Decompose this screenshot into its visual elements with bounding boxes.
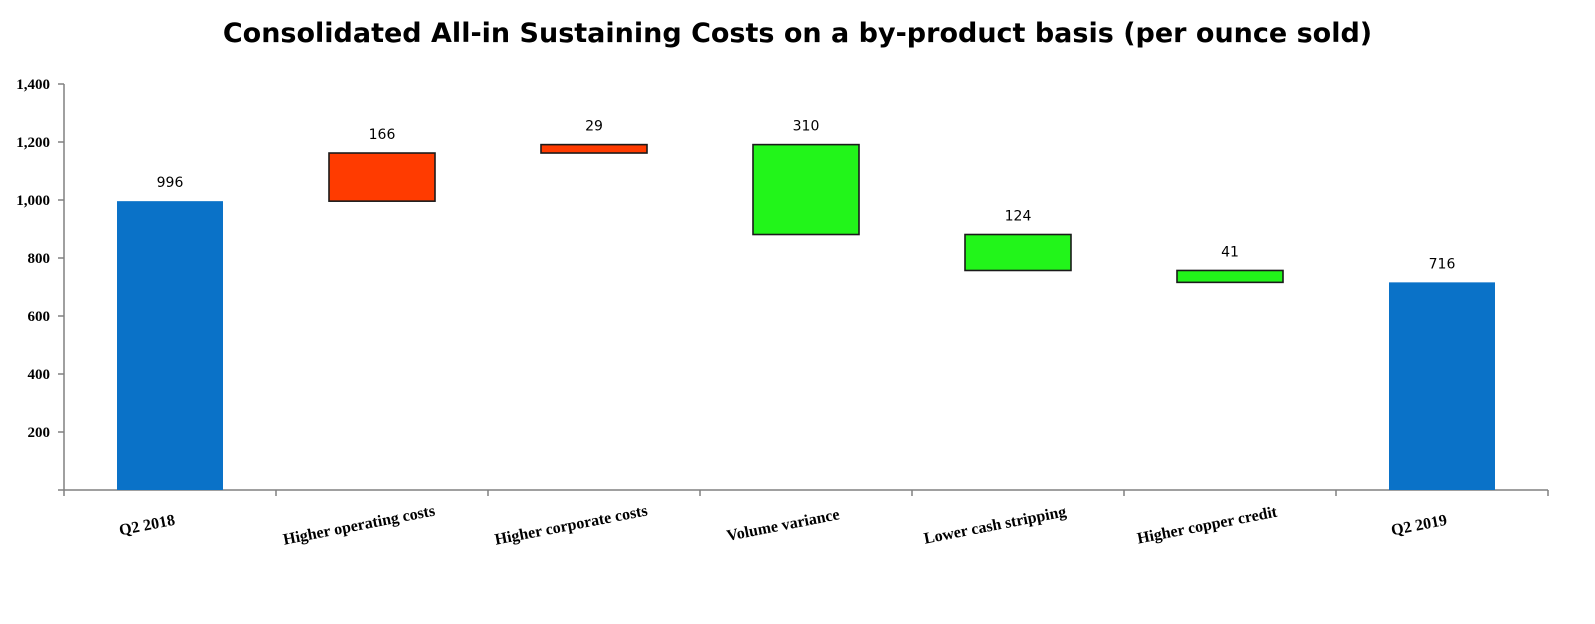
bars-layer: [117, 143, 1495, 490]
y-tick-label: 1,200: [16, 135, 50, 151]
bar-total: [117, 201, 223, 490]
x-axis: [63, 489, 1549, 496]
data-label: 166: [369, 127, 396, 143]
x-labels-layer: Q2 2018 Higher operating costs Higher corp…: [118, 502, 1449, 548]
data-label: 124: [1005, 209, 1032, 225]
x-tick-label: Q2 2018: [118, 512, 177, 539]
x-tick-label: Higher operating costs: [282, 503, 437, 549]
bar-decrease: [964, 233, 1072, 272]
x-tick-label: Lower cash stripping: [923, 503, 1068, 547]
data-label: 310: [793, 119, 820, 135]
y-tick-label: 400: [28, 367, 51, 383]
x-tick-label: Higher corporate costs: [493, 502, 649, 548]
y-tick-label: 600: [28, 309, 51, 325]
bar-decrease: [1176, 269, 1284, 284]
data-label: 716: [1429, 256, 1456, 272]
data-label: 41: [1221, 244, 1239, 260]
data-labels-layer: 996 166 29 310 124 41 716: [157, 119, 1456, 273]
y-tick-label: 1,000: [16, 193, 50, 209]
x-tick-label: Volume variance: [725, 506, 841, 545]
bar-increase: [540, 143, 648, 154]
x-tick-label: Higher copper credit: [1136, 504, 1279, 548]
y-tick-label: 1,400: [16, 77, 50, 93]
data-label: 996: [157, 175, 184, 191]
y-tick-label: 200: [28, 425, 51, 441]
bar-decrease: [752, 143, 860, 236]
bar-total: [1389, 282, 1495, 490]
chart-title: Consolidated All-in Sustaining Costs on …: [222, 18, 1373, 49]
y-tick-label: 800: [28, 251, 51, 267]
x-tick-label: Q2 2019: [1390, 512, 1449, 539]
bar-increase: [328, 152, 436, 202]
data-label: 29: [585, 119, 603, 135]
y-axis: 200 400 600 800 1,000 1,200 1,400: [16, 77, 65, 491]
